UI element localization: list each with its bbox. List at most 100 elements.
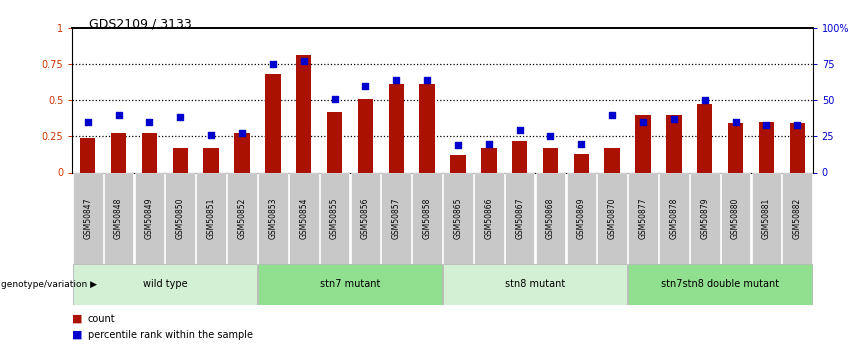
Point xyxy=(667,116,681,122)
Text: GSM50852: GSM50852 xyxy=(237,198,247,239)
Bar xyxy=(450,155,465,172)
Text: GSM50857: GSM50857 xyxy=(391,197,401,239)
Bar xyxy=(234,134,249,172)
Bar xyxy=(197,172,226,264)
Text: GSM50877: GSM50877 xyxy=(638,197,648,239)
Bar xyxy=(790,123,805,172)
Text: stn8 mutant: stn8 mutant xyxy=(505,279,565,289)
Point xyxy=(143,119,157,125)
Bar xyxy=(296,55,311,172)
Text: ■: ■ xyxy=(72,314,83,324)
Text: GSM50848: GSM50848 xyxy=(114,198,123,239)
Text: GSM50855: GSM50855 xyxy=(330,197,339,239)
Text: GSM50878: GSM50878 xyxy=(670,198,678,239)
Point xyxy=(605,112,619,117)
Text: stn7stn8 double mutant: stn7stn8 double mutant xyxy=(661,279,780,289)
Text: GSM50847: GSM50847 xyxy=(83,197,92,239)
Bar xyxy=(728,123,743,172)
Text: GSM50880: GSM50880 xyxy=(731,198,740,239)
Text: GSM50851: GSM50851 xyxy=(207,198,215,239)
Point xyxy=(111,112,125,117)
Bar xyxy=(604,148,620,172)
Point xyxy=(544,134,557,139)
Bar xyxy=(567,172,597,264)
Text: GSM50879: GSM50879 xyxy=(700,197,709,239)
Bar xyxy=(165,172,195,264)
Point xyxy=(297,58,311,64)
Bar xyxy=(258,172,288,264)
Bar xyxy=(697,105,712,172)
Text: GSM50856: GSM50856 xyxy=(361,197,370,239)
Bar xyxy=(420,84,435,172)
Text: GSM50868: GSM50868 xyxy=(546,198,555,239)
Text: genotype/variation ▶: genotype/variation ▶ xyxy=(1,280,97,289)
Bar xyxy=(80,138,95,172)
Bar xyxy=(227,172,257,264)
Bar xyxy=(142,134,157,172)
Text: GSM50866: GSM50866 xyxy=(484,197,494,239)
Text: stn7 mutant: stn7 mutant xyxy=(320,279,380,289)
Bar xyxy=(111,134,126,172)
Point xyxy=(513,128,527,133)
Text: GSM50881: GSM50881 xyxy=(762,198,771,239)
Point xyxy=(81,119,94,125)
Bar xyxy=(535,172,565,264)
Bar xyxy=(628,264,812,305)
Bar xyxy=(73,172,103,264)
Point xyxy=(637,119,650,125)
Bar xyxy=(721,172,751,264)
Bar xyxy=(659,172,688,264)
Text: GSM50870: GSM50870 xyxy=(608,197,617,239)
Bar xyxy=(443,264,627,305)
Bar xyxy=(104,172,134,264)
Point xyxy=(204,132,218,138)
Text: GSM50853: GSM50853 xyxy=(268,197,277,239)
Bar xyxy=(381,172,411,264)
Bar xyxy=(666,115,682,172)
Bar xyxy=(505,172,534,264)
Bar xyxy=(412,172,442,264)
Text: GSM50869: GSM50869 xyxy=(577,197,585,239)
Bar xyxy=(288,172,318,264)
Bar xyxy=(474,172,504,264)
Point xyxy=(420,77,434,82)
Point xyxy=(760,122,774,127)
Bar xyxy=(389,84,404,172)
Point xyxy=(451,142,465,148)
Text: ■: ■ xyxy=(72,330,83,339)
Bar xyxy=(481,148,496,172)
Point xyxy=(266,61,280,67)
Text: GSM50854: GSM50854 xyxy=(300,197,308,239)
Text: GSM50882: GSM50882 xyxy=(793,198,802,239)
Point xyxy=(358,83,372,88)
Bar xyxy=(597,172,627,264)
Point xyxy=(174,115,187,120)
Point xyxy=(791,122,804,127)
Text: count: count xyxy=(88,314,115,324)
Bar xyxy=(351,172,380,264)
Bar xyxy=(320,172,350,264)
Bar xyxy=(73,264,257,305)
Point xyxy=(328,96,341,101)
Bar xyxy=(636,115,651,172)
Bar xyxy=(258,264,442,305)
Text: GSM50858: GSM50858 xyxy=(423,198,431,239)
Bar xyxy=(203,148,219,172)
Bar xyxy=(357,99,373,172)
Bar xyxy=(327,112,342,172)
Text: GSM50849: GSM50849 xyxy=(145,197,154,239)
Bar xyxy=(751,172,781,264)
Text: GSM50865: GSM50865 xyxy=(454,197,462,239)
Text: wild type: wild type xyxy=(143,279,187,289)
Bar xyxy=(512,141,528,172)
Point xyxy=(390,77,403,82)
Bar xyxy=(690,172,720,264)
Text: percentile rank within the sample: percentile rank within the sample xyxy=(88,330,253,339)
Point xyxy=(482,141,495,146)
Bar xyxy=(628,172,658,264)
Bar xyxy=(574,154,589,172)
Point xyxy=(728,119,742,125)
Bar xyxy=(543,148,558,172)
Bar xyxy=(759,122,774,172)
Text: GDS2109 / 3133: GDS2109 / 3133 xyxy=(89,17,192,30)
